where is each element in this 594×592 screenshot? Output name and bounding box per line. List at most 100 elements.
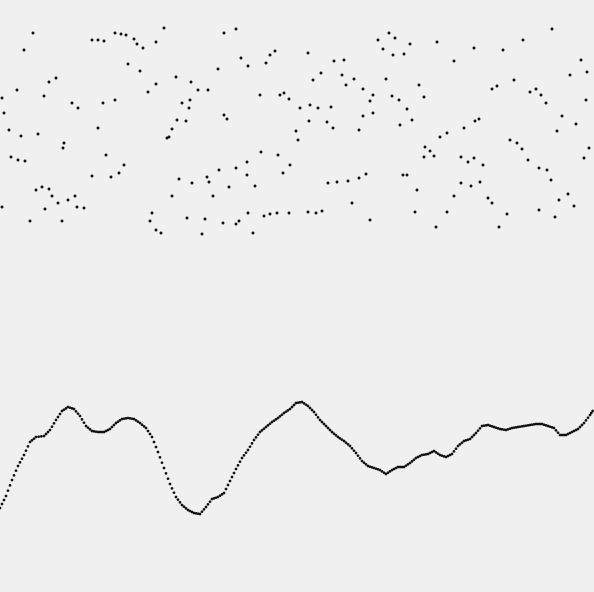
- scatter-dot: [50, 194, 54, 198]
- scatter-dot: [119, 32, 123, 36]
- waveform-dot: [18, 460, 22, 464]
- scatter-dot: [9, 155, 13, 159]
- waveform-dot: [436, 452, 440, 456]
- scatter-dot: [490, 87, 494, 91]
- scatter-dot: [124, 33, 128, 37]
- waveform-dot: [170, 486, 174, 490]
- waveform-dot: [430, 450, 434, 454]
- waveform-dot: [72, 407, 76, 411]
- waveform-dot: [94, 430, 98, 434]
- scatter-dot: [47, 187, 51, 191]
- scatter-dot: [165, 136, 169, 140]
- waveform-dot: [228, 479, 232, 483]
- waveform-dot: [264, 425, 268, 429]
- waveform-dot: [62, 408, 66, 412]
- waveform-dot: [410, 459, 414, 463]
- waveform-dot: [138, 421, 142, 425]
- waveform-dot: [48, 428, 52, 432]
- scatter-dot: [239, 56, 243, 60]
- waveform-dot: [568, 431, 572, 435]
- waveform-dot: [256, 433, 260, 437]
- scatter-dot: [184, 119, 188, 123]
- waveform-dot: [270, 420, 274, 424]
- scatter-dot: [520, 147, 524, 151]
- scatter-dot: [495, 84, 499, 88]
- waveform-dot: [406, 462, 410, 466]
- waveform-dot: [408, 461, 412, 465]
- waveform-dot: [498, 427, 502, 431]
- waveform-dot: [168, 482, 172, 486]
- scatter-dot: [132, 37, 136, 41]
- waveform-dot: [474, 431, 478, 435]
- scatter-dot: [264, 61, 268, 65]
- scatter-dot: [515, 141, 519, 145]
- scatter-dot: [101, 101, 105, 105]
- scatter-dot: [390, 94, 394, 98]
- scatter-dot: [428, 149, 432, 153]
- scatter-dot: [177, 177, 181, 181]
- waveform-dot: [148, 432, 152, 436]
- waveform-dot: [124, 416, 128, 420]
- waveform-dot: [56, 415, 60, 419]
- scatter-dot: [154, 228, 158, 232]
- scatter-dot: [584, 98, 588, 102]
- waveform-dot: [286, 408, 290, 412]
- waveform-dot: [268, 422, 272, 426]
- scatter-dot: [319, 71, 323, 75]
- waveform-dot: [574, 428, 578, 432]
- scatter-dot: [82, 206, 86, 210]
- waveform-dot: [42, 434, 46, 438]
- waveform-dot: [360, 459, 364, 463]
- scatter-dot: [332, 59, 336, 63]
- waveform-dot: [564, 433, 568, 437]
- waveform-dot: [404, 464, 408, 468]
- scatter-dot: [320, 209, 324, 213]
- waveform-dot: [348, 444, 352, 448]
- random-dot-field: [0, 26, 591, 236]
- scatter-dot: [19, 134, 23, 138]
- waveform-dot: [140, 423, 144, 427]
- scatter-dot: [187, 106, 191, 110]
- waveform-dot: [572, 429, 576, 433]
- waveform-dot: [144, 426, 148, 430]
- waveform-dot: [76, 412, 80, 416]
- waveform-dot: [120, 417, 124, 421]
- waveform-dot: [242, 453, 246, 457]
- scatter-dot: [54, 76, 58, 80]
- waveform-dot: [134, 418, 138, 422]
- scatter-dot: [435, 40, 439, 44]
- scatter-dot: [307, 119, 311, 123]
- waveform-dot: [250, 441, 254, 445]
- scatter-dot: [340, 73, 344, 77]
- scatter-dot: [75, 205, 79, 209]
- waveform-dot: [392, 467, 396, 471]
- waveform-dot: [414, 456, 418, 460]
- waveform-dot: [282, 411, 286, 415]
- waveform-dot: [452, 449, 456, 453]
- scatter-dot: [478, 180, 482, 184]
- scatter-dot: [281, 171, 285, 175]
- waveform-dot: [558, 433, 562, 437]
- scatter-dot: [154, 40, 158, 44]
- waveform-dot: [226, 483, 230, 487]
- scatter-dot: [196, 88, 200, 92]
- waveform-dot: [158, 455, 162, 459]
- scatter-dot: [170, 194, 174, 198]
- scatter-dot: [251, 231, 255, 235]
- scatter-dot: [62, 141, 66, 145]
- waveform-dot: [204, 505, 208, 509]
- waveform-dot: [234, 467, 238, 471]
- waveform-dot: [60, 409, 64, 413]
- waveform-dot: [172, 491, 176, 495]
- waveform-dot: [290, 405, 294, 409]
- waveform-dot: [152, 440, 156, 444]
- scatter-dot: [381, 47, 385, 51]
- waveform-dot: [108, 427, 112, 431]
- waveform-dot: [330, 430, 334, 434]
- scatter-dot: [2, 111, 6, 115]
- scatter-dot: [568, 73, 572, 77]
- waveform-dot: [454, 447, 458, 451]
- scatter-dot: [405, 173, 409, 177]
- waveform-dot: [82, 421, 86, 425]
- scatter-dot: [104, 153, 108, 157]
